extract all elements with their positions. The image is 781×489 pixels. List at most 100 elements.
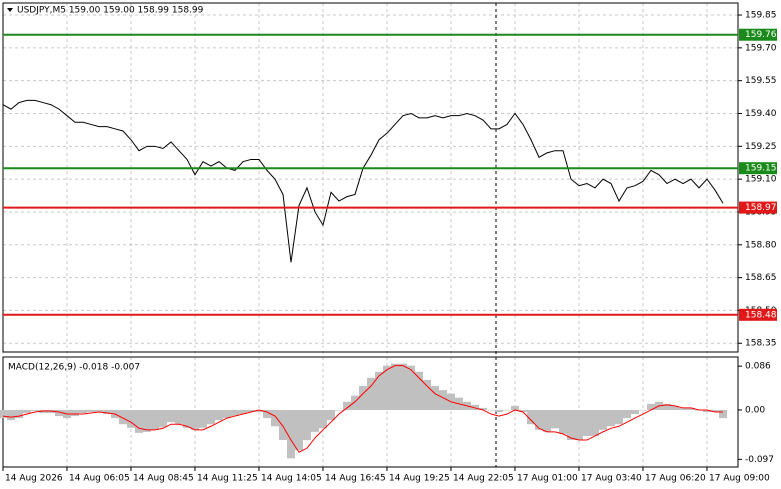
y-tick-label: 158.35 bbox=[745, 339, 777, 349]
chart-title: USDJPY,M5 159.00 159.00 158.99 158.99 bbox=[17, 6, 204, 16]
macd-histogram-bar bbox=[183, 409, 191, 428]
macd-histogram-bar bbox=[495, 409, 503, 412]
x-tick-label: 14 Aug 22:05 bbox=[453, 474, 514, 484]
y-tick-label: -0.097 bbox=[745, 455, 774, 465]
macd-histogram-bar bbox=[535, 409, 543, 430]
macd-histogram-bar bbox=[287, 409, 295, 459]
x-tick-label: 14 Aug 2026 bbox=[5, 474, 63, 484]
macd-histogram-bar bbox=[623, 409, 631, 419]
y-tick-label: 159.55 bbox=[745, 76, 777, 86]
macd-histogram-bar bbox=[47, 409, 55, 414]
y-tick-label: 159.70 bbox=[745, 43, 777, 53]
macd-histogram-bar bbox=[527, 409, 535, 425]
y-tick-label: 158.65 bbox=[745, 273, 777, 283]
macd-histogram-bar bbox=[671, 405, 679, 410]
macd-histogram-bar bbox=[719, 409, 727, 419]
macd-histogram-bar bbox=[199, 409, 207, 428]
macd-histogram-bar bbox=[159, 409, 167, 428]
level-label: 159.76 bbox=[745, 30, 777, 40]
macd-histogram-bar bbox=[23, 409, 31, 414]
macd-histogram-bar bbox=[87, 409, 95, 412]
macd-histogram-bar bbox=[319, 409, 327, 429]
macd-histogram-bar bbox=[271, 409, 279, 427]
macd-histogram-bar bbox=[503, 409, 511, 411]
x-tick-label: 17 Aug 03:40 bbox=[581, 474, 642, 484]
macd-histogram-bar bbox=[143, 409, 151, 432]
macd-histogram-bar bbox=[95, 409, 103, 412]
macd-histogram-bar bbox=[31, 409, 39, 411]
x-tick-label: 17 Aug 09:00 bbox=[709, 474, 770, 484]
macd-histogram-bar bbox=[407, 365, 415, 410]
macd-histogram-bar bbox=[239, 409, 247, 415]
level-label-box bbox=[739, 308, 777, 321]
macd-histogram-bar bbox=[639, 409, 647, 411]
macd-histogram-bar bbox=[375, 371, 383, 410]
macd-histogram-bar bbox=[223, 409, 231, 419]
macd-histogram-bar bbox=[71, 409, 79, 417]
macd-histogram-bar bbox=[255, 409, 263, 412]
macd-histogram-bar bbox=[519, 409, 527, 412]
macd-signal-line bbox=[2, 365, 723, 453]
level-label-box bbox=[739, 28, 777, 41]
macd-histogram-bar bbox=[191, 409, 199, 430]
macd-histogram-bar bbox=[55, 409, 63, 417]
macd-histogram-bar bbox=[135, 409, 143, 433]
macd-histogram-bar bbox=[247, 409, 255, 412]
grid bbox=[2, 3, 738, 467]
macd-histogram-bar bbox=[367, 377, 375, 410]
macd-histogram-bar bbox=[583, 409, 591, 436]
menu-arrow bbox=[7, 8, 13, 12]
macd-histogram-bar bbox=[103, 409, 111, 415]
macd-histogram-bar bbox=[79, 409, 87, 414]
macd-histogram-bar bbox=[231, 409, 239, 417]
macd-histogram-bar bbox=[415, 371, 423, 410]
macd-histogram-bar bbox=[167, 409, 175, 423]
macd-histogram-bar bbox=[311, 409, 319, 432]
macd-histogram-bar bbox=[439, 390, 447, 410]
macd-histogram-bar bbox=[711, 409, 719, 412]
x-tick-label: 14 Aug 08:45 bbox=[133, 474, 194, 484]
y-tick-label: 159.25 bbox=[745, 142, 777, 152]
macd-histogram-bar bbox=[303, 409, 311, 441]
macd-histogram-bar bbox=[119, 409, 127, 425]
level-label: 158.97 bbox=[745, 203, 777, 213]
macd-histogram-bar bbox=[151, 409, 159, 430]
macd-histogram-bar bbox=[647, 403, 655, 410]
macd-histogram-bar bbox=[599, 409, 607, 430]
macd-histogram-bar bbox=[591, 409, 599, 436]
level-label: 159.15 bbox=[745, 164, 777, 174]
macd-histogram-bar bbox=[631, 409, 639, 415]
x-tick-label: 14 Aug 14:05 bbox=[261, 474, 322, 484]
macd-histogram-bar bbox=[567, 409, 575, 441]
macd-histogram-bar bbox=[575, 409, 583, 441]
x-tick-label: 14 Aug 11:25 bbox=[197, 474, 258, 484]
macd-histogram-bar bbox=[383, 365, 391, 410]
y-tick-label: 158.80 bbox=[745, 240, 777, 250]
macd-histogram-bar bbox=[7, 409, 15, 421]
macd-histogram-bar bbox=[263, 409, 271, 419]
macd-histogram-bar bbox=[543, 409, 551, 432]
macd-title: MACD(12,26,9) -0.018 -0.007 bbox=[8, 363, 140, 373]
macd-histogram-bar bbox=[551, 409, 559, 429]
macd-histogram-bar bbox=[343, 401, 351, 410]
x-tick-label: 17 Aug 06:20 bbox=[645, 474, 706, 484]
macd-histogram-bar bbox=[615, 409, 623, 425]
price-frame bbox=[2, 2, 739, 353]
macd-histogram-bar bbox=[15, 409, 23, 419]
macd-histogram-bar bbox=[175, 409, 183, 425]
macd-histogram-bar bbox=[39, 409, 47, 414]
macd-histogram-bar bbox=[511, 405, 519, 410]
macd-histogram-bar bbox=[327, 409, 335, 421]
level-label-box bbox=[739, 162, 777, 175]
macd-histogram-bar bbox=[479, 407, 487, 410]
macd-histogram-bar bbox=[207, 409, 215, 425]
x-tick-label: 14 Aug 19:25 bbox=[389, 474, 450, 484]
macd-histogram-bar bbox=[663, 403, 671, 410]
macd-histogram-bar bbox=[359, 386, 367, 410]
x-tick-label: 14 Aug 06:05 bbox=[69, 474, 130, 484]
x-tick-label: 14 Aug 16:45 bbox=[325, 474, 386, 484]
macd-histogram-bar bbox=[423, 379, 431, 410]
macd-histogram-bar bbox=[487, 409, 495, 411]
macd-histogram-bar bbox=[0, 409, 7, 419]
